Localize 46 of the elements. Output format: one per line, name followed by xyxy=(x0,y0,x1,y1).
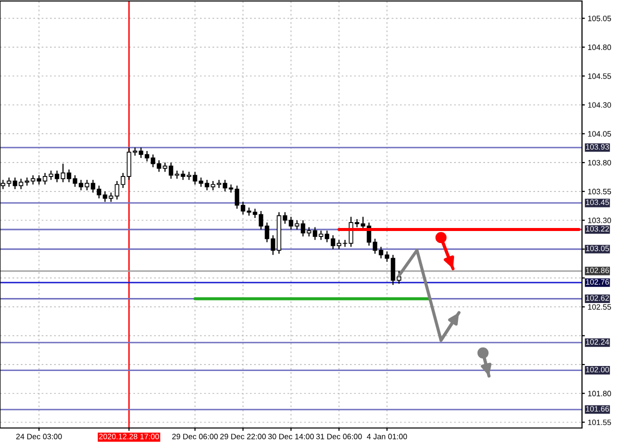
candlestick xyxy=(42,172,48,186)
candlestick xyxy=(168,162,174,180)
candlestick xyxy=(72,174,78,188)
candlestick xyxy=(384,250,390,262)
candlestick xyxy=(198,177,204,188)
candlestick xyxy=(114,180,120,200)
candlestick xyxy=(360,216,366,230)
candlestick xyxy=(48,170,54,180)
candlestick xyxy=(306,226,312,237)
candlestick xyxy=(156,160,162,172)
candlestick xyxy=(12,177,18,190)
candlestick xyxy=(390,254,396,286)
candlestick xyxy=(162,162,168,172)
candlestick xyxy=(324,230,330,243)
candlestick xyxy=(300,220,306,237)
candlestick xyxy=(108,192,114,202)
candlestick xyxy=(150,154,156,168)
candlestick xyxy=(318,230,324,240)
candlestick xyxy=(258,210,264,230)
candlestick xyxy=(120,172,126,189)
candlestick xyxy=(144,150,150,162)
candlestick xyxy=(282,212,288,224)
candlestick xyxy=(378,246,384,259)
candlestick xyxy=(138,147,144,159)
candlestick xyxy=(312,226,318,240)
candlestick xyxy=(6,177,12,188)
candlestick xyxy=(30,174,36,186)
candlestick xyxy=(252,208,258,219)
candlestick xyxy=(54,170,60,183)
candlestick xyxy=(234,185,240,210)
candlestick xyxy=(294,220,300,230)
candlestick xyxy=(336,239,342,250)
candlestick xyxy=(66,168,72,183)
candlestick xyxy=(264,222,270,243)
candlestick xyxy=(102,190,108,202)
candlestick xyxy=(96,185,102,199)
candlestick xyxy=(60,163,66,183)
candlestick xyxy=(180,170,186,180)
line-series xyxy=(397,248,461,342)
candlestick xyxy=(288,216,294,230)
candlestick xyxy=(90,179,96,194)
candlestick xyxy=(240,201,246,216)
candlestick xyxy=(210,180,216,191)
candlestick xyxy=(192,171,198,186)
candlestick xyxy=(36,174,42,186)
candlestick xyxy=(222,179,228,192)
